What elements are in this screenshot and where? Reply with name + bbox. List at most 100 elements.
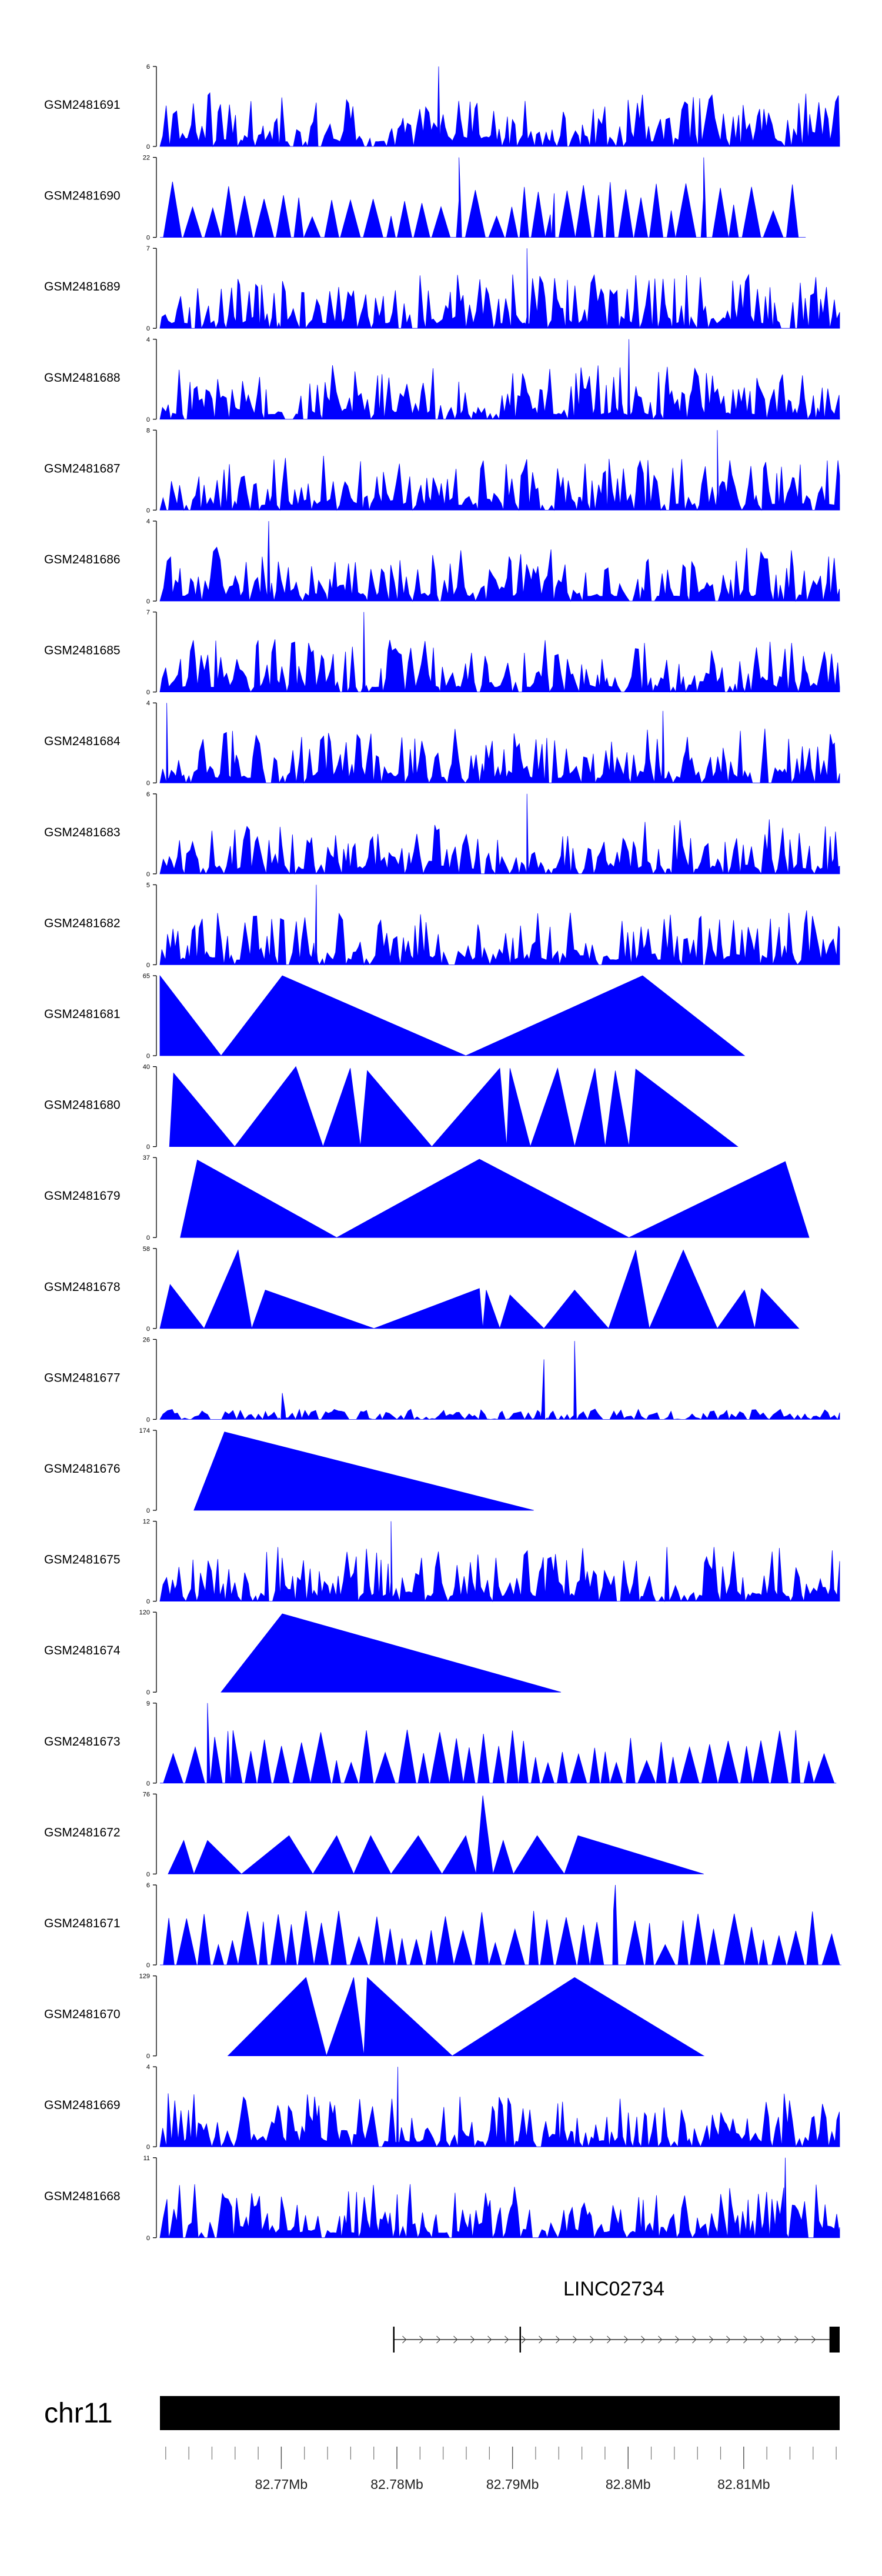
coverage-area: [159, 612, 840, 693]
track-GSM2481675: GSM2481675 12 0: [44, 1519, 840, 1606]
track-label: GSM2481678: [44, 1280, 121, 1294]
coverage-area: [227, 1977, 705, 2057]
gene-exon: [829, 2327, 840, 2353]
strand-arrow: [675, 2335, 680, 2344]
track-label: GSM2481689: [44, 280, 121, 293]
y-axis-min-label: 0: [146, 871, 150, 878]
track-label: GSM2481687: [44, 462, 121, 475]
coverage-area: [159, 430, 840, 511]
coverage-area: [159, 975, 746, 1056]
track-GSM2481688: GSM2481688 4 0: [44, 336, 840, 423]
y-axis-max-label: 11: [143, 2155, 150, 2162]
chromosome-ideogram-bar: [160, 2396, 840, 2430]
tick-label: 82.79Mb: [486, 2477, 539, 2492]
y-axis-max-label: 22: [143, 155, 150, 162]
y-axis-min-label: 0: [146, 1326, 150, 1333]
strand-arrow: [709, 2335, 714, 2344]
y-axis-min-label: 0: [146, 144, 150, 151]
y-axis-min-label: 0: [146, 1962, 150, 1969]
track-GSM2481678: GSM2481678 58 0: [44, 1246, 800, 1333]
track-GSM2481691: GSM2481691 6 0: [44, 64, 840, 151]
strand-arrow: [522, 2335, 526, 2344]
coverage-area: [159, 2067, 840, 2148]
y-axis-max-label: 12: [143, 1519, 150, 1526]
y-axis-min-label: 0: [146, 235, 150, 242]
y-axis-min-label: 0: [146, 507, 150, 514]
y-axis-min-label: 0: [146, 325, 150, 332]
y-axis-min-label: 0: [146, 1689, 150, 1696]
track-label: GSM2481691: [44, 98, 121, 112]
track-GSM2481670: GSM2481670 129 0: [44, 1973, 705, 2060]
track-GSM2481676: GSM2481676 174 0: [44, 1427, 534, 1514]
tick-label: 82.77Mb: [255, 2477, 308, 2492]
coverage-area: [159, 339, 840, 421]
y-axis-max-label: 58: [143, 1246, 150, 1253]
track-label: GSM2481685: [44, 644, 121, 658]
y-axis-max-label: 129: [139, 1973, 150, 1980]
strand-arrow: [811, 2335, 816, 2344]
y-axis-min-label: 0: [146, 1144, 150, 1151]
y-axis-max-label: 174: [139, 1427, 150, 1434]
track-GSM2481681: GSM2481681 65 0: [44, 973, 746, 1060]
coverage-area: [159, 2157, 840, 2239]
coverage-area: [159, 703, 840, 784]
track-GSM2481673: GSM2481673 9 0: [44, 1700, 837, 1787]
coverage-area: [159, 1521, 840, 1603]
strand-arrow: [641, 2335, 646, 2344]
track-label: GSM2481684: [44, 735, 121, 748]
y-axis-min-label: 0: [146, 2053, 150, 2060]
y-axis-max-label: 6: [146, 791, 150, 798]
coverage-area: [168, 1796, 704, 1875]
y-axis-min-label: 0: [146, 1416, 150, 1423]
y-axis-max-label: 9: [146, 1700, 150, 1707]
y-axis-min-label: 0: [146, 416, 150, 423]
y-axis-max-label: 40: [143, 1064, 150, 1071]
strand-arrow: [590, 2335, 594, 2344]
y-axis-max-label: 120: [139, 1609, 150, 1616]
track-GSM2481683: GSM2481683 6 0: [44, 791, 840, 878]
strand-arrow: [487, 2335, 492, 2344]
track-label: GSM2481674: [44, 1644, 121, 1657]
track-label: GSM2481675: [44, 1553, 121, 1567]
y-axis-max-label: 6: [146, 64, 150, 71]
strand-arrow: [658, 2335, 663, 2344]
track-GSM2481685: GSM2481685 7 0: [44, 609, 840, 696]
track-GSM2481674: GSM2481674 120 0: [44, 1609, 562, 1696]
track-label: GSM2481679: [44, 1189, 121, 1203]
tick-label: 82.78Mb: [370, 2477, 423, 2492]
strand-arrow: [573, 2335, 577, 2344]
y-axis-min-label: 0: [146, 2235, 150, 2242]
track-GSM2481690: GSM2481690 22 0: [44, 155, 806, 242]
y-axis-max-label: 6: [146, 1882, 150, 1889]
y-axis-min-label: 0: [146, 1507, 150, 1514]
coverage-area: [159, 1341, 840, 1420]
y-axis-min-label: 0: [146, 1780, 150, 1787]
track-GSM2481689: GSM2481689 7 0: [44, 245, 840, 332]
coverage-area: [169, 1066, 739, 1147]
track-GSM2481682: GSM2481682 5 0: [44, 882, 840, 969]
strand-arrow: [624, 2335, 629, 2344]
track-GSM2481677: GSM2481677 26 0: [44, 1336, 840, 1423]
strand-arrow: [539, 2335, 543, 2344]
y-axis-max-label: 65: [143, 973, 150, 980]
y-axis-min-label: 0: [146, 1599, 150, 1606]
y-axis-min-label: 0: [146, 2144, 150, 2151]
track-label: GSM2481668: [44, 2190, 121, 2203]
strand-arrow: [743, 2335, 748, 2344]
y-axis-min-label: 0: [146, 689, 150, 696]
y-axis-min-label: 0: [146, 1871, 150, 1878]
coverage-area: [159, 885, 840, 966]
track-label: GSM2481686: [44, 553, 121, 566]
track-label: GSM2481690: [44, 189, 121, 203]
chromosome-label: chr11: [44, 2398, 113, 2429]
coverage-tracks: GSM248169160GSM2481690220GSM248168970GSM…: [44, 64, 841, 2242]
strand-arrow: [436, 2335, 441, 2344]
y-axis-max-label: 4: [146, 2064, 150, 2071]
y-axis-min-label: 0: [146, 1234, 150, 1242]
track-label: GSM2481672: [44, 1826, 121, 1839]
y-axis-max-label: 7: [146, 245, 150, 252]
strand-arrow: [419, 2335, 424, 2344]
strand-arrow: [556, 2335, 560, 2344]
track-GSM2481687: GSM2481687 8 0: [44, 427, 840, 514]
